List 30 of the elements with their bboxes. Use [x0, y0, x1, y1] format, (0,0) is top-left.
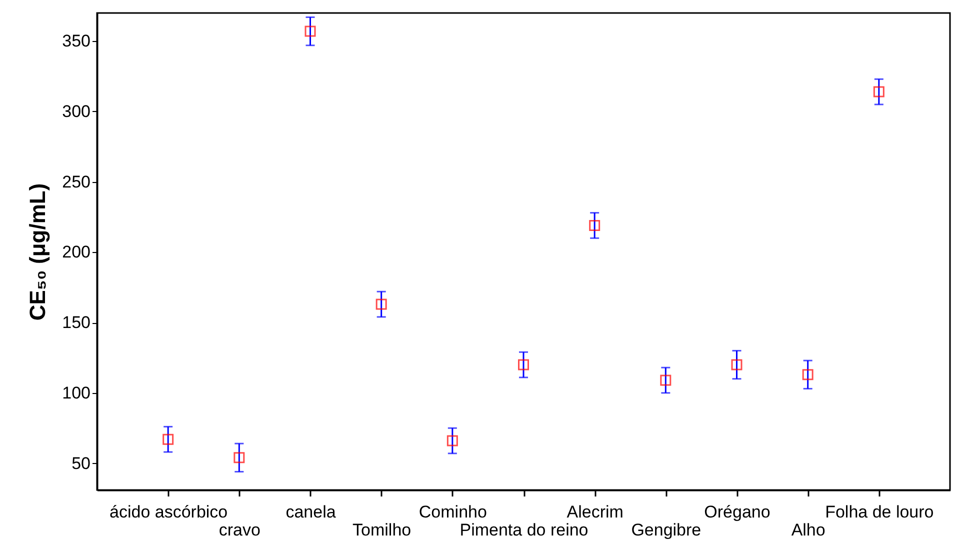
point [873, 86, 884, 98]
x-tick-label: Pimenta do reino [460, 520, 588, 540]
x-tick-label: Orégano [704, 502, 770, 522]
point [802, 369, 814, 380]
x-tick-label: ácido ascórbico [110, 502, 228, 522]
point [446, 435, 458, 446]
point [376, 298, 387, 310]
point [162, 434, 174, 445]
point [234, 452, 245, 464]
x-tick-label: Folha de louro [825, 502, 934, 522]
x-tick-label: Alecrim [566, 502, 624, 522]
point [304, 26, 316, 37]
point [660, 374, 672, 386]
y-tick-label: 250 [62, 172, 90, 192]
x-tick-label: Cominho [418, 502, 487, 522]
x-tick-label: Gengibre [631, 520, 702, 540]
point [518, 359, 529, 370]
x-tick-label: Tomilho [352, 520, 412, 540]
x-tick-label: canela [286, 502, 336, 522]
point [589, 220, 600, 231]
y-tick-label: 150 [62, 313, 90, 332]
point [731, 359, 742, 370]
y-tick-label: 350 [62, 32, 90, 51]
y-tick-label: 300 [62, 102, 90, 121]
x-tick-label: cravo [218, 520, 260, 540]
y-tick-label: 50 [72, 454, 90, 473]
x-tick-label: Alho [791, 520, 826, 540]
y-axis-title: CE₅₀ (μg/mL) [25, 183, 50, 321]
y-tick-label: 200 [62, 242, 90, 262]
y-tick-label: 100 [62, 383, 90, 402]
